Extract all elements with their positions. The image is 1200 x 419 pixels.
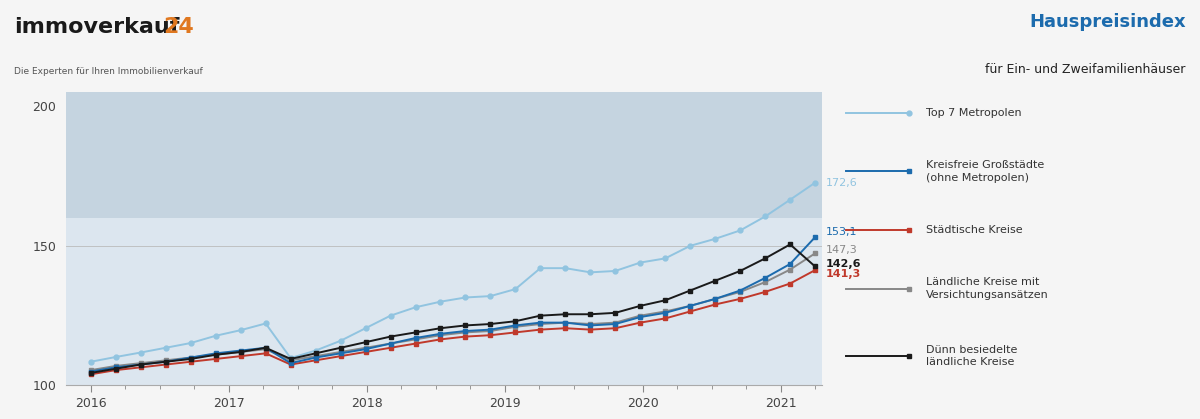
Text: 141,3: 141,3	[826, 269, 862, 279]
Text: 147,3: 147,3	[826, 245, 858, 255]
Text: Städtische Kreise: Städtische Kreise	[926, 225, 1022, 235]
Text: Kreisfreie Großstädte
(ohne Metropolen): Kreisfreie Großstädte (ohne Metropolen)	[926, 160, 1044, 183]
Text: Ländliche Kreise mit
Versichtungsansätzen: Ländliche Kreise mit Versichtungsansätze…	[926, 277, 1049, 300]
Text: immoverkauf: immoverkauf	[14, 17, 180, 37]
Text: Die Experten für Ihren Immobilienverkauf: Die Experten für Ihren Immobilienverkauf	[14, 67, 203, 76]
Text: 24: 24	[163, 17, 194, 37]
Text: 153,1: 153,1	[826, 227, 858, 237]
Text: 172,6: 172,6	[826, 178, 858, 188]
Bar	[66, 92, 822, 218]
Text: 142,6: 142,6	[826, 259, 862, 269]
Text: Top 7 Metropolen: Top 7 Metropolen	[926, 108, 1021, 118]
Text: Hauspreisindex: Hauspreisindex	[1028, 13, 1186, 31]
Text: Dünn besiedelte
ländliche Kreise: Dünn besiedelte ländliche Kreise	[926, 345, 1018, 367]
Text: für Ein- und Zweifamilienhäuser: für Ein- und Zweifamilienhäuser	[985, 63, 1186, 76]
